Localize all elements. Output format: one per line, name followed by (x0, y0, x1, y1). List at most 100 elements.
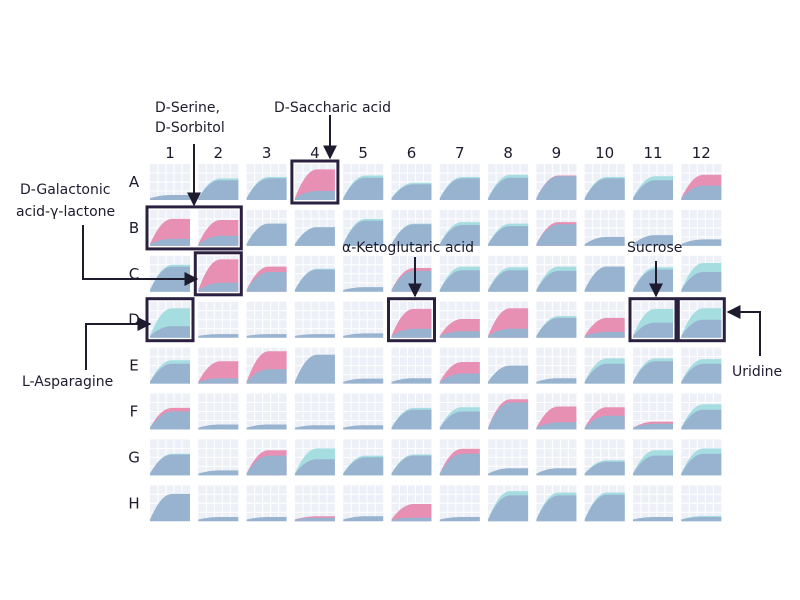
well-F10 (584, 393, 625, 430)
well-E12 (681, 347, 722, 384)
well-F2 (198, 393, 239, 430)
overlap-curve (536, 468, 577, 476)
overlap-curve (439, 331, 480, 338)
well-E8 (488, 347, 529, 384)
overlap-curve (343, 220, 384, 246)
overlap-curve (633, 322, 673, 338)
overlap-curve (198, 334, 239, 338)
well-A1 (150, 164, 190, 200)
overlap-curve (633, 423, 673, 430)
well-H2 (198, 485, 239, 522)
label-d-saccharic-acid: D-Saccharic acid (274, 100, 391, 116)
overlap-curve (391, 224, 432, 246)
well-A11 (633, 164, 673, 200)
well-G8 (488, 439, 529, 476)
well-B1 (150, 209, 190, 246)
well-D12 (681, 301, 722, 338)
overlap-curve (584, 236, 625, 246)
highlight-box-A4 (290, 159, 340, 205)
highlight-box-D6 (387, 297, 436, 343)
label-uridine: Uridine (732, 364, 782, 380)
overlap-curve (246, 178, 287, 200)
well-C12 (681, 255, 722, 292)
well-D3 (246, 301, 287, 338)
overlap-curve (584, 363, 625, 384)
overlap-curve (246, 424, 287, 430)
overlap-curve (488, 365, 529, 384)
column-label: 10 (595, 144, 614, 162)
overlap-curve (391, 328, 432, 338)
well-E2 (198, 347, 239, 384)
row-label: H (128, 494, 139, 512)
well-C5 (343, 255, 384, 292)
overlap-curve (391, 409, 432, 430)
overlap-curve (488, 468, 529, 476)
overlap-curve (198, 235, 239, 246)
overlap-curve (439, 411, 480, 430)
well-D1 (150, 301, 190, 338)
label-sucrose: Sucrose (627, 240, 682, 256)
well-B3 (246, 209, 287, 246)
well-A12 (681, 164, 722, 200)
well-H9 (536, 485, 577, 522)
well-C7 (439, 255, 480, 292)
row-label: A (129, 173, 140, 191)
overlap-curve (584, 266, 625, 292)
well-F4 (294, 393, 335, 430)
well-C9 (536, 255, 577, 292)
column-label: 6 (407, 144, 417, 162)
row-label: G (128, 448, 140, 466)
well-H1 (150, 485, 190, 522)
overlap-curve (633, 517, 673, 522)
well-D9 (536, 301, 577, 338)
well-H12 (681, 485, 722, 522)
overlap-curve (488, 270, 529, 292)
overlap-curve (681, 517, 722, 522)
overlap-curve (150, 195, 190, 200)
overlap-curve (439, 373, 480, 384)
arrow-d-galactonic (82, 225, 199, 286)
overlap-curve (198, 470, 239, 476)
arrow-asparagine (85, 317, 152, 370)
overlap-curve (294, 517, 335, 522)
row-label: F (130, 403, 139, 421)
well-F8 (488, 393, 529, 430)
overlap-curve (246, 455, 287, 476)
label-l-asparagine: L-Asparagine (22, 374, 113, 390)
overlap-curve (584, 461, 625, 476)
overlap-curve (294, 425, 335, 430)
well-D10 (584, 301, 625, 338)
overlap-curve (294, 191, 335, 200)
column-label: 1 (165, 144, 175, 162)
overlap-curve (198, 517, 239, 522)
well-D8 (488, 301, 529, 338)
overlap-curve (150, 411, 190, 430)
well-H3 (246, 485, 287, 522)
well-E3 (246, 347, 287, 384)
well-G5 (343, 439, 384, 476)
column-label: 11 (643, 144, 662, 162)
well-C10 (584, 255, 625, 292)
label-d-galactonic-line1: D-Galactonic (20, 182, 110, 198)
well-B2 (198, 209, 239, 246)
overlap-curve (246, 334, 287, 338)
well-F5 (343, 393, 384, 430)
well-F1 (150, 393, 190, 430)
well-F6 (391, 393, 432, 430)
overlap-curve (150, 454, 190, 476)
well-C8 (488, 255, 529, 292)
column-label: 12 (692, 144, 711, 162)
overlap-curve (198, 180, 239, 200)
pink-curve (198, 361, 239, 384)
well-D4 (294, 301, 335, 338)
well-G4 (294, 439, 335, 476)
overlap-curve (150, 238, 190, 246)
well-G7 (439, 439, 480, 476)
well-A8 (488, 164, 529, 200)
overlap-curve (681, 363, 722, 384)
well-F11 (633, 393, 673, 430)
overlap-curve (439, 225, 480, 246)
overlap-curve (391, 455, 432, 476)
column-label: 2 (214, 144, 224, 162)
